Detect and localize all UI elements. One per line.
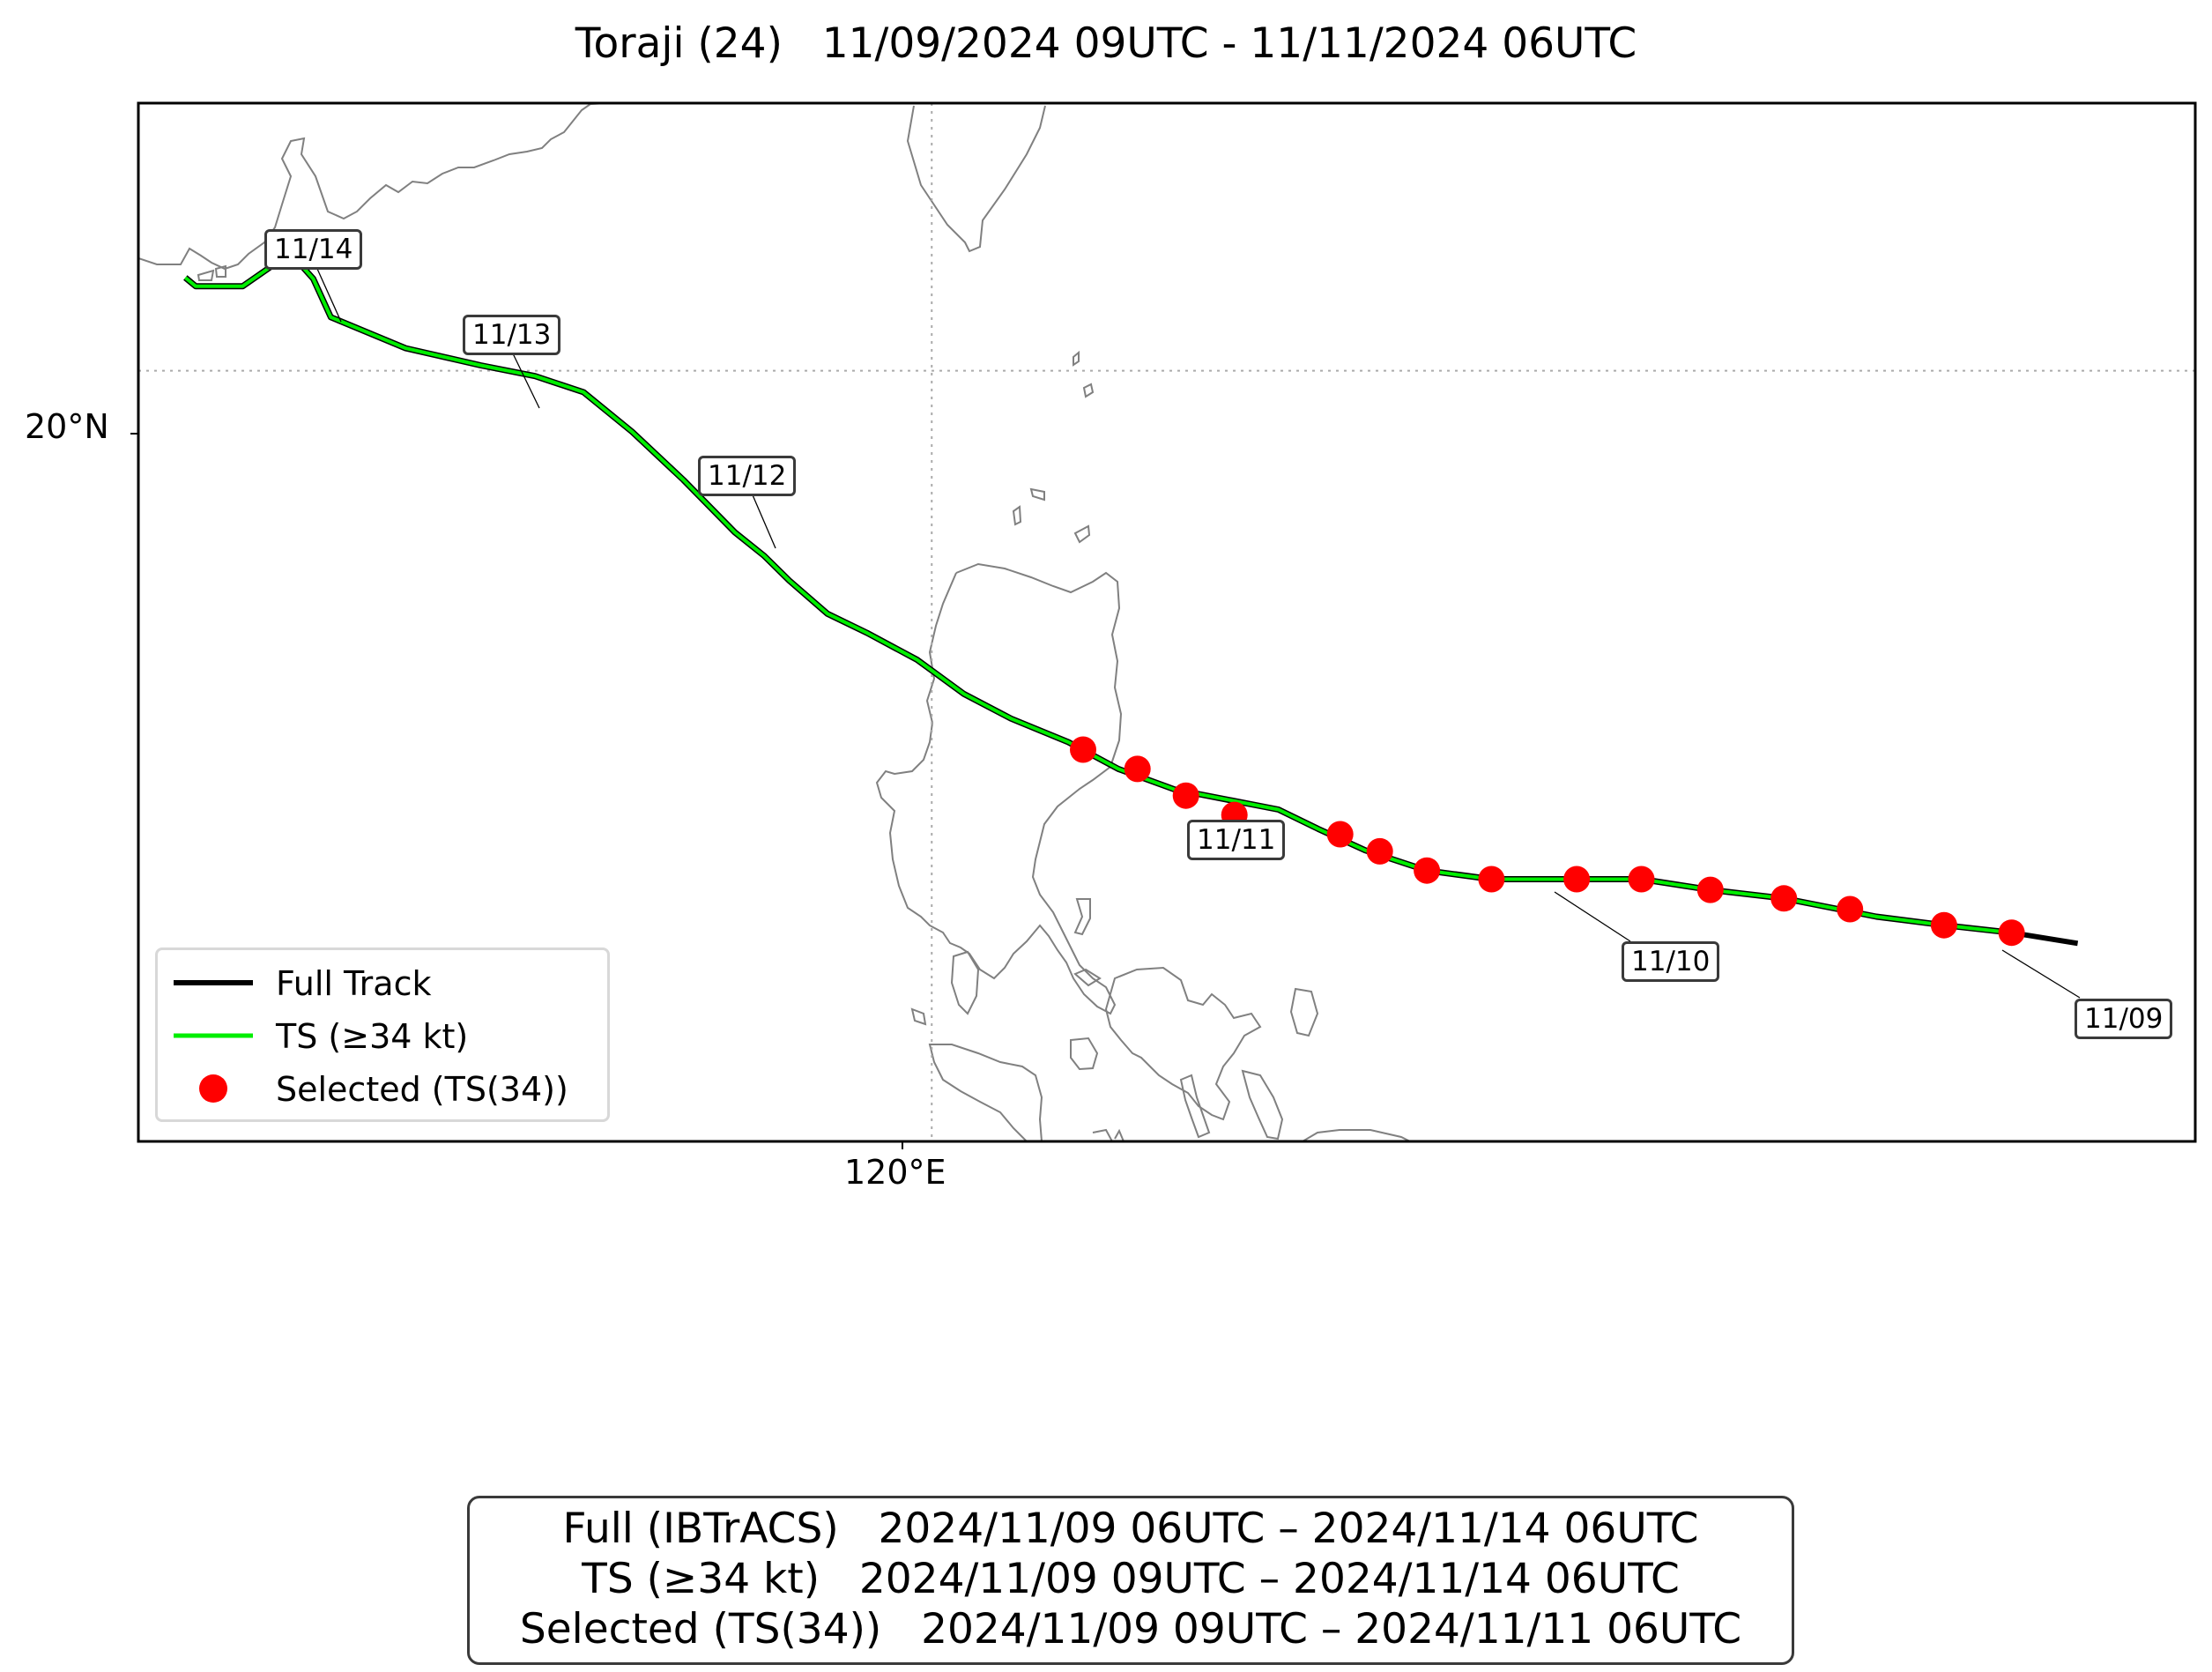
- coastline-island: [1073, 524, 1091, 544]
- selected-point: [1414, 857, 1441, 884]
- leader-line: [510, 349, 540, 409]
- coastline-island: [197, 269, 215, 281]
- legend-black-line-icon: [174, 980, 253, 985]
- coastline-mindoro: [950, 950, 980, 1015]
- selected-point: [1070, 736, 1096, 763]
- coastline-island: [1082, 383, 1095, 398]
- summary-line-full: Full (IBTrACS) 2024/11/09 06UTC – 2024/1…: [562, 1505, 1699, 1553]
- coastline-island: [214, 264, 226, 278]
- legend-label: Selected (TS(34)): [276, 1070, 568, 1109]
- legend-label: Full Track: [276, 964, 432, 1003]
- coastline-negros: [1070, 1037, 1099, 1071]
- selected-point: [1837, 895, 1864, 923]
- coastline-mindanao: [1302, 1129, 1411, 1141]
- date-label-11-13: 11/13: [463, 315, 561, 355]
- map-frame: [137, 101, 2197, 1143]
- leader-line: [750, 490, 776, 549]
- date-label-11-11: 11/11: [1187, 820, 1286, 860]
- legend-item-selected: Selected (TS(34)): [158, 1066, 607, 1111]
- date-leader-lines: [316, 268, 2081, 999]
- selected-point: [1998, 919, 2025, 947]
- leader-line: [316, 268, 342, 323]
- legend: Full Track TS (≥34 kt) Selected (TS(34)): [155, 947, 610, 1122]
- leader-line: [2001, 949, 2081, 999]
- selected-point: [1478, 866, 1505, 893]
- full-track-line: [183, 254, 2012, 936]
- coastline-leyte: [1241, 1069, 1284, 1141]
- coastline-island: [1029, 487, 1045, 502]
- leader-line: [1554, 891, 1631, 942]
- page-title: Toraji (24) 11/09/2024 09UTC - 11/11/202…: [575, 19, 1637, 68]
- date-label-11-09: 11/09: [2075, 999, 2173, 1039]
- selected-point: [1124, 755, 1151, 783]
- legend-item-full-track: Full Track: [158, 961, 607, 1005]
- selected-point: [1930, 911, 1957, 939]
- legend-red-dot-icon: [199, 1074, 227, 1103]
- lon-tick-label: 120°E: [844, 1153, 946, 1192]
- selected-point: [1172, 782, 1199, 809]
- selected-point: [1696, 876, 1724, 903]
- date-label-11-14: 11/14: [264, 229, 363, 270]
- date-label-11-10: 11/10: [1622, 941, 1720, 982]
- coastline-island: [1073, 350, 1080, 367]
- selected-point: [1366, 837, 1393, 865]
- coastline-island: [910, 1007, 927, 1026]
- selected-point: [1628, 866, 1655, 893]
- legend-label: TS (≥34 kt): [276, 1017, 469, 1056]
- summary-line-selected: Selected (TS(34)) 2024/11/09 09UTC – 202…: [519, 1605, 1742, 1653]
- coastline-panay: [928, 1044, 1043, 1141]
- coastline-island: [1073, 898, 1091, 936]
- summary-box: Full (IBTrACS) 2024/11/09 06UTC – 2024/1…: [467, 1496, 1794, 1665]
- coastline-island: [1092, 1128, 1113, 1141]
- summary-line-ts: TS (≥34 kt) 2024/11/09 09UTC – 2024/11/1…: [582, 1555, 1680, 1603]
- coastline-island: [1073, 968, 1102, 987]
- grid-layer: [138, 103, 2195, 1141]
- coastline-cebu: [1179, 1074, 1211, 1139]
- selected-point: [1770, 885, 1798, 912]
- coastline-china: [138, 103, 609, 271]
- selected-point: [1563, 866, 1591, 893]
- legend-green-line-icon: [174, 1033, 253, 1038]
- track-layer: [183, 254, 2079, 947]
- date-label-11-12: 11/12: [698, 456, 797, 496]
- coastline-luzon: [875, 562, 1123, 1015]
- coastline-island: [1012, 505, 1022, 526]
- coastline-visayas: [1104, 966, 1262, 1121]
- coastline-island: [1114, 1128, 1125, 1141]
- coastline-samar: [1289, 987, 1319, 1037]
- selected-point: [1326, 821, 1354, 848]
- coastline-taiwan: [906, 105, 1046, 253]
- lat-tick-label: 20°N: [25, 407, 109, 446]
- legend-item-ts: TS (≥34 kt): [158, 1014, 607, 1058]
